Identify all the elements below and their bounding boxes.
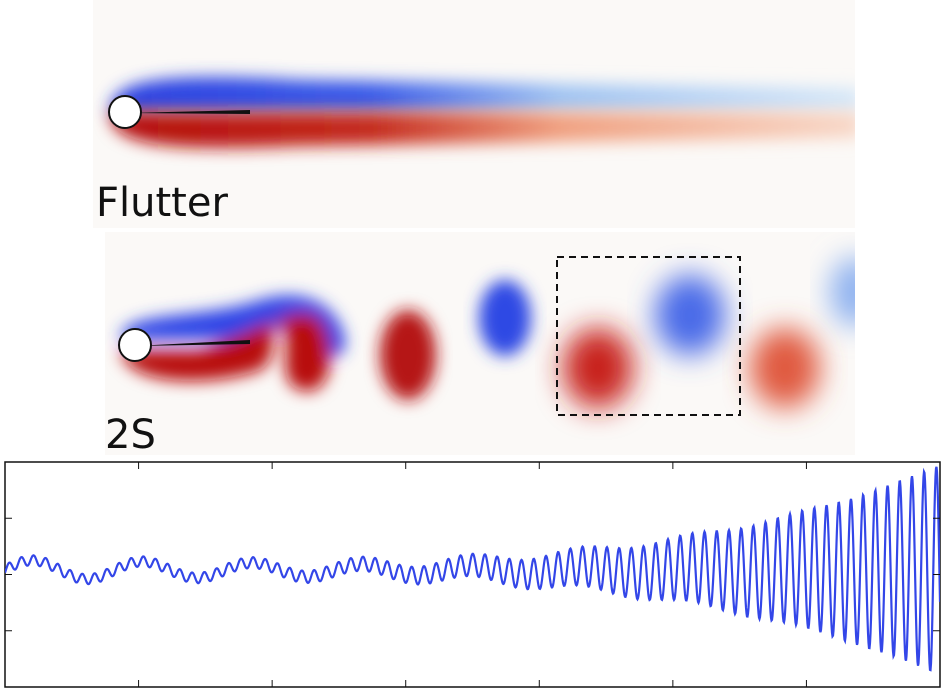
panel-label: Flutter <box>96 180 228 226</box>
2s-field <box>105 232 855 455</box>
panel-label: 2S <box>105 412 156 458</box>
signal-plot <box>4 461 941 688</box>
signal-line <box>5 466 940 672</box>
axis-ticks <box>5 462 940 687</box>
flutter-field <box>93 0 855 228</box>
